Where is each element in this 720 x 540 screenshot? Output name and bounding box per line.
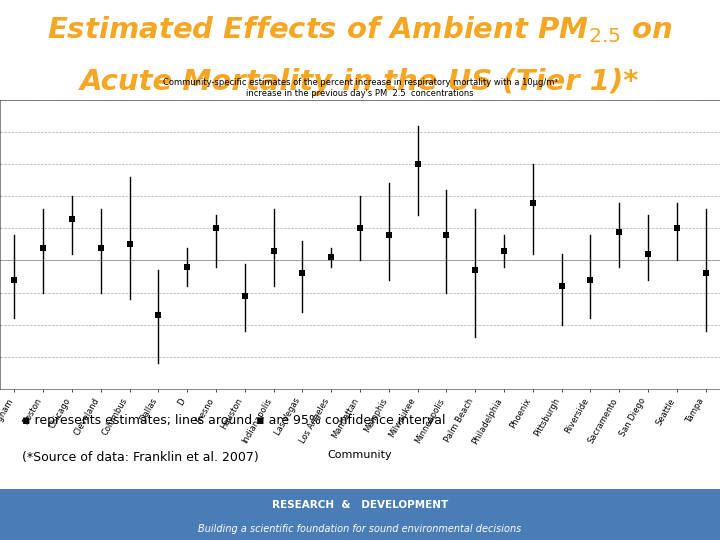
Title: Community-specific estimates of the percent increase in respiratory mortality wi: Community-specific estimates of the perc…: [163, 78, 557, 98]
X-axis label: Community: Community: [328, 450, 392, 460]
Text: (*Source of data: Franklin et al. 2007): (*Source of data: Franklin et al. 2007): [22, 451, 258, 464]
Text: Building a scientific foundation for sound environmental decisions: Building a scientific foundation for sou…: [199, 524, 521, 534]
Text: ▪ represents estimates; lines around ▪ are 95% confidence interval: ▪ represents estimates; lines around ▪ a…: [22, 414, 445, 427]
Text: RESEARCH  &   DEVELOPMENT: RESEARCH & DEVELOPMENT: [272, 500, 448, 510]
Text: Estimated Effects of Ambient PM$_{2.5}$ on: Estimated Effects of Ambient PM$_{2.5}$ …: [48, 15, 672, 45]
Text: Acute Mortality in the US (Tier 1)*: Acute Mortality in the US (Tier 1)*: [80, 68, 640, 96]
